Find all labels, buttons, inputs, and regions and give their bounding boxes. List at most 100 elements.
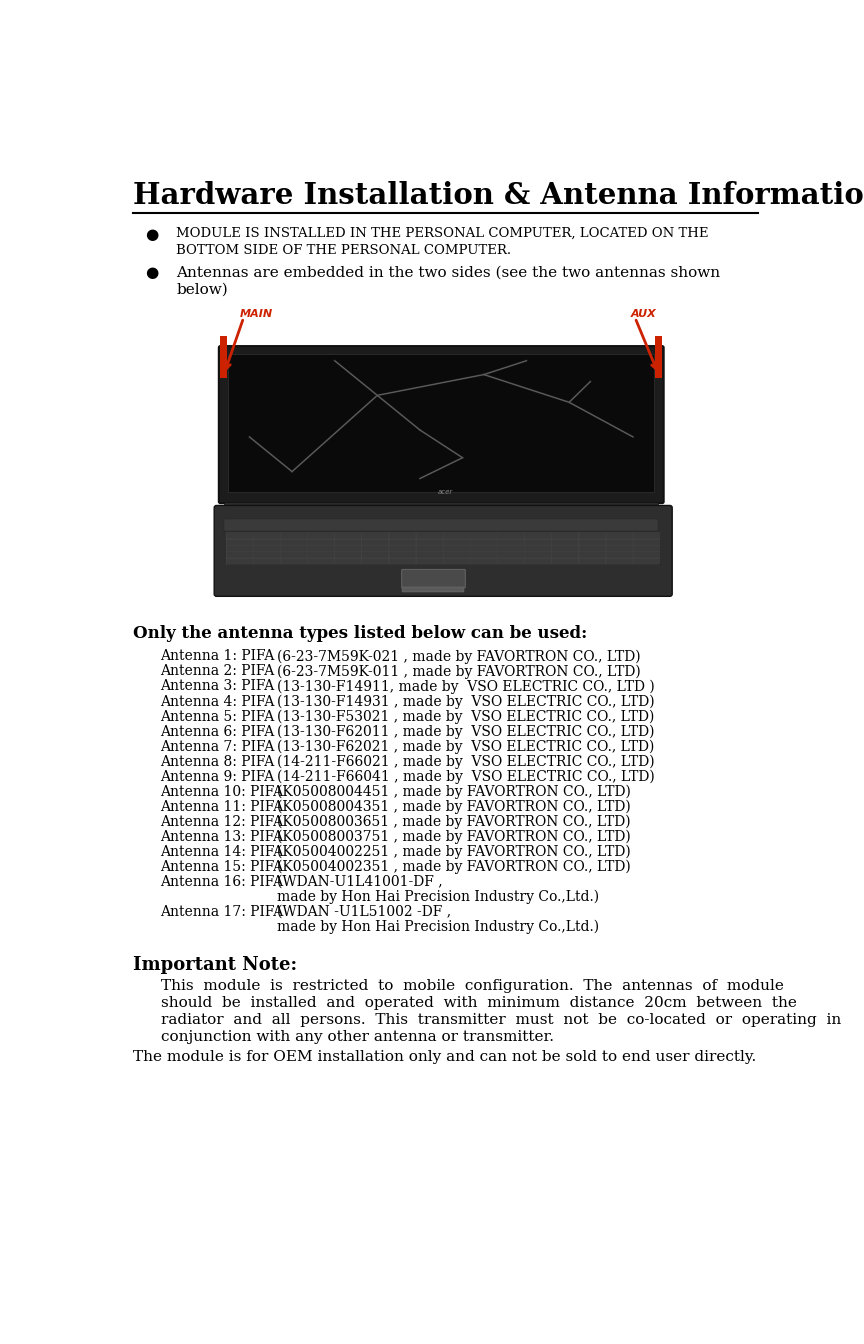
Text: Antenna 6: PIFA: Antenna 6: PIFA — [161, 724, 275, 739]
Text: (K05004002251 , made by FAVORTRON CO., LTD): (K05004002251 , made by FAVORTRON CO., L… — [276, 844, 631, 859]
FancyBboxPatch shape — [470, 552, 498, 558]
FancyBboxPatch shape — [552, 539, 579, 546]
FancyBboxPatch shape — [362, 539, 389, 546]
FancyBboxPatch shape — [253, 532, 280, 539]
FancyBboxPatch shape — [443, 532, 470, 539]
FancyBboxPatch shape — [308, 552, 334, 558]
Text: (K05008004451 , made by FAVORTRON CO., LTD): (K05008004451 , made by FAVORTRON CO., L… — [276, 785, 631, 798]
FancyBboxPatch shape — [633, 539, 660, 546]
Text: (K05008004351 , made by FAVORTRON CO., LTD): (K05008004351 , made by FAVORTRON CO., L… — [276, 800, 631, 814]
Text: Antenna 7: PIFA: Antenna 7: PIFA — [161, 739, 275, 754]
FancyBboxPatch shape — [226, 558, 253, 564]
Text: Antenna 15: PIFA: Antenna 15: PIFA — [161, 860, 283, 874]
Text: should  be  installed  and  operated  with  minimum  distance  20cm  between  th: should be installed and operated with mi… — [161, 996, 797, 1011]
FancyBboxPatch shape — [281, 546, 308, 551]
FancyBboxPatch shape — [606, 552, 633, 558]
FancyBboxPatch shape — [606, 532, 633, 539]
Bar — [225, 519, 658, 531]
FancyBboxPatch shape — [579, 546, 606, 551]
Text: acer: acer — [437, 489, 453, 496]
FancyBboxPatch shape — [606, 546, 633, 551]
FancyBboxPatch shape — [524, 546, 551, 551]
FancyBboxPatch shape — [389, 552, 416, 558]
Text: Antenna 5: PIFA: Antenna 5: PIFA — [161, 710, 275, 723]
Text: Only the antenna types listed below can be used:: Only the antenna types listed below can … — [133, 625, 588, 642]
FancyBboxPatch shape — [253, 552, 280, 558]
FancyBboxPatch shape — [389, 558, 416, 564]
FancyBboxPatch shape — [498, 546, 524, 551]
FancyBboxPatch shape — [470, 532, 498, 539]
Text: made by Hon Hai Precision Industry Co.,Ltd.): made by Hon Hai Precision Industry Co.,L… — [276, 890, 599, 905]
Text: Antenna 14: PIFA: Antenna 14: PIFA — [161, 844, 283, 859]
Bar — [228, 353, 654, 492]
FancyBboxPatch shape — [226, 552, 253, 558]
FancyBboxPatch shape — [606, 539, 633, 546]
FancyBboxPatch shape — [416, 539, 443, 546]
Text: Antennas are embedded in the two sides (see the two antennas shown: Antennas are embedded in the two sides (… — [176, 265, 721, 280]
Text: The module is for OEM installation only and can not be sold to end user directly: The module is for OEM installation only … — [133, 1051, 757, 1064]
Text: AUX: AUX — [631, 309, 657, 319]
Text: made by Hon Hai Precision Industry Co.,Ltd.): made by Hon Hai Precision Industry Co.,L… — [276, 919, 599, 934]
FancyBboxPatch shape — [253, 546, 280, 551]
FancyBboxPatch shape — [470, 539, 498, 546]
FancyBboxPatch shape — [334, 552, 362, 558]
Bar — [655, 336, 662, 379]
FancyBboxPatch shape — [308, 532, 334, 539]
FancyBboxPatch shape — [362, 546, 389, 551]
FancyBboxPatch shape — [253, 539, 280, 546]
Text: conjunction with any other antenna or transmitter.: conjunction with any other antenna or tr… — [161, 1030, 554, 1044]
FancyBboxPatch shape — [226, 532, 253, 539]
Text: (13-130-F62021 , made by  VSO ELECTRIC CO., LTD): (13-130-F62021 , made by VSO ELECTRIC CO… — [276, 739, 654, 754]
FancyBboxPatch shape — [524, 539, 551, 546]
FancyBboxPatch shape — [402, 570, 466, 587]
FancyBboxPatch shape — [308, 558, 334, 564]
FancyBboxPatch shape — [334, 546, 362, 551]
Text: Antenna 9: PIFA: Antenna 9: PIFA — [161, 770, 275, 784]
FancyBboxPatch shape — [633, 552, 660, 558]
Bar — [209, 297, 682, 606]
FancyBboxPatch shape — [226, 546, 253, 551]
Text: Antenna 12: PIFA: Antenna 12: PIFA — [161, 814, 283, 829]
Text: (13-130-F62011 , made by  VSO ELECTRIC CO., LTD): (13-130-F62011 , made by VSO ELECTRIC CO… — [276, 724, 654, 739]
FancyBboxPatch shape — [579, 552, 606, 558]
Text: Antenna 8: PIFA: Antenna 8: PIFA — [161, 754, 275, 769]
Text: (13-130-F53021 , made by  VSO ELECTRIC CO., LTD): (13-130-F53021 , made by VSO ELECTRIC CO… — [276, 710, 654, 724]
Text: Important Note:: Important Note: — [133, 957, 297, 974]
Text: Antenna 10: PIFA: Antenna 10: PIFA — [161, 785, 283, 798]
Text: ●: ● — [145, 265, 158, 281]
FancyBboxPatch shape — [308, 546, 334, 551]
FancyBboxPatch shape — [633, 558, 660, 564]
FancyBboxPatch shape — [253, 558, 280, 564]
FancyBboxPatch shape — [416, 546, 443, 551]
FancyBboxPatch shape — [552, 558, 579, 564]
FancyBboxPatch shape — [633, 546, 660, 551]
Text: Antenna 1: PIFA: Antenna 1: PIFA — [161, 649, 275, 664]
FancyBboxPatch shape — [470, 558, 498, 564]
Text: Antenna 4: PIFA: Antenna 4: PIFA — [161, 695, 275, 708]
FancyBboxPatch shape — [443, 546, 470, 551]
FancyBboxPatch shape — [498, 532, 524, 539]
Text: (K05008003751 , made by FAVORTRON CO., LTD): (K05008003751 , made by FAVORTRON CO., L… — [276, 829, 631, 844]
FancyBboxPatch shape — [362, 558, 389, 564]
FancyBboxPatch shape — [416, 552, 443, 558]
FancyBboxPatch shape — [524, 558, 551, 564]
Text: BOTTOM SIDE OF THE PERSONAL COMPUTER.: BOTTOM SIDE OF THE PERSONAL COMPUTER. — [176, 243, 511, 257]
FancyBboxPatch shape — [334, 539, 362, 546]
Text: Antenna 16: PIFA: Antenna 16: PIFA — [161, 875, 283, 888]
FancyBboxPatch shape — [443, 552, 470, 558]
FancyBboxPatch shape — [362, 532, 389, 539]
Text: Antenna 17: PIFA: Antenna 17: PIFA — [161, 905, 283, 919]
Text: MODULE IS INSTALLED IN THE PERSONAL COMPUTER, LOCATED ON THE: MODULE IS INSTALLED IN THE PERSONAL COMP… — [176, 227, 708, 239]
Text: (13-130-F14911, made by  VSO ELECTRIC CO., LTD ): (13-130-F14911, made by VSO ELECTRIC CO.… — [276, 680, 655, 694]
Text: below): below) — [176, 282, 228, 296]
FancyBboxPatch shape — [524, 532, 551, 539]
FancyBboxPatch shape — [606, 558, 633, 564]
Text: (13-130-F14931 , made by  VSO ELECTRIC CO., LTD): (13-130-F14931 , made by VSO ELECTRIC CO… — [276, 695, 654, 708]
FancyBboxPatch shape — [281, 539, 308, 546]
Text: ●: ● — [145, 227, 158, 242]
FancyBboxPatch shape — [214, 505, 672, 597]
Text: This  module  is  restricted  to  mobile  configuration.  The  antennas  of  mod: This module is restricted to mobile conf… — [161, 980, 784, 993]
Bar — [220, 336, 227, 379]
Text: (6-23-7M59K-021 , made by FAVORTRON CO., LTD): (6-23-7M59K-021 , made by FAVORTRON CO.,… — [276, 649, 640, 664]
FancyBboxPatch shape — [498, 552, 524, 558]
